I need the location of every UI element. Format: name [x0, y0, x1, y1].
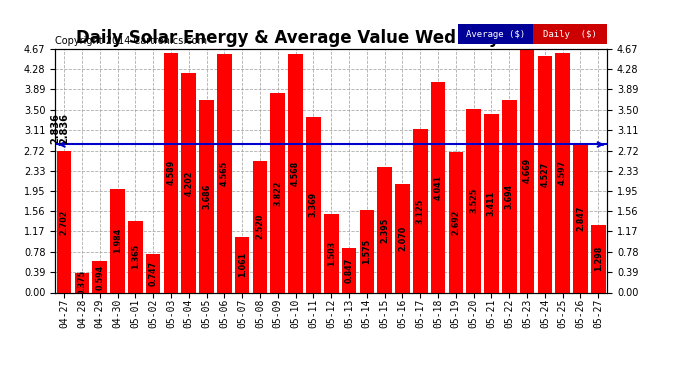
- Text: 1.503: 1.503: [326, 241, 336, 266]
- Bar: [253, 161, 267, 292]
- Bar: [502, 100, 517, 292]
- Text: 2.702: 2.702: [59, 209, 68, 235]
- Text: 3.369: 3.369: [309, 192, 318, 217]
- Text: 1.365: 1.365: [131, 244, 140, 270]
- Bar: [110, 189, 125, 292]
- Text: 0.747: 0.747: [148, 261, 157, 286]
- Text: 1.984: 1.984: [113, 228, 122, 254]
- Text: 2.692: 2.692: [451, 210, 460, 235]
- Bar: [484, 114, 499, 292]
- Text: 3.694: 3.694: [505, 183, 514, 209]
- Text: 2.070: 2.070: [398, 226, 407, 251]
- Bar: [591, 225, 606, 292]
- Text: 4.527: 4.527: [540, 162, 549, 187]
- Text: 3.822: 3.822: [273, 180, 282, 206]
- Bar: [306, 117, 321, 292]
- Bar: [342, 248, 356, 292]
- Bar: [164, 53, 178, 292]
- Text: 4.041: 4.041: [433, 174, 442, 200]
- Text: 2.847: 2.847: [576, 206, 585, 231]
- Bar: [288, 54, 303, 292]
- Bar: [555, 53, 570, 292]
- Bar: [466, 108, 481, 292]
- Title: Daily Solar Energy & Average Value Wed May 28 05:32: Daily Solar Energy & Average Value Wed M…: [76, 29, 586, 47]
- Text: 4.597: 4.597: [558, 160, 567, 185]
- Bar: [199, 100, 214, 292]
- Text: Copyright 2014 Cartronics.com: Copyright 2014 Cartronics.com: [55, 36, 207, 46]
- Text: 3.125: 3.125: [416, 198, 425, 223]
- Bar: [520, 49, 534, 292]
- Bar: [235, 237, 250, 292]
- Bar: [359, 210, 374, 292]
- Text: 4.565: 4.565: [220, 161, 229, 186]
- Bar: [324, 214, 339, 292]
- Text: 4.202: 4.202: [184, 170, 193, 195]
- Bar: [395, 184, 410, 292]
- Text: 0.375: 0.375: [77, 270, 86, 295]
- Bar: [458, 24, 533, 44]
- Text: 2.836: 2.836: [50, 114, 60, 144]
- Text: 3.411: 3.411: [487, 191, 496, 216]
- Bar: [92, 261, 107, 292]
- Bar: [431, 82, 445, 292]
- Text: 0.594: 0.594: [95, 264, 104, 290]
- Bar: [128, 221, 143, 292]
- Bar: [217, 54, 232, 292]
- Text: 2.395: 2.395: [380, 217, 389, 243]
- Bar: [533, 24, 607, 44]
- Text: 1.575: 1.575: [362, 239, 371, 264]
- Text: 3.686: 3.686: [202, 184, 211, 209]
- Text: 4.669: 4.669: [522, 158, 531, 183]
- Text: 4.568: 4.568: [291, 160, 300, 186]
- Text: 0.847: 0.847: [344, 258, 353, 283]
- Bar: [57, 152, 71, 292]
- Bar: [448, 152, 463, 292]
- Bar: [377, 168, 392, 292]
- Text: 1.298: 1.298: [594, 246, 603, 272]
- Bar: [270, 93, 285, 292]
- Text: 1.061: 1.061: [237, 252, 246, 278]
- Text: 2.520: 2.520: [255, 214, 264, 239]
- Text: Average ($): Average ($): [466, 30, 525, 39]
- Text: 4.589: 4.589: [166, 160, 175, 185]
- Bar: [573, 144, 588, 292]
- Text: 2.836: 2.836: [59, 114, 69, 144]
- Text: Daily  ($): Daily ($): [543, 30, 597, 39]
- Bar: [146, 254, 161, 292]
- Bar: [413, 129, 428, 292]
- Bar: [538, 56, 552, 292]
- Text: 3.525: 3.525: [469, 188, 478, 213]
- Bar: [181, 73, 196, 292]
- Bar: [75, 273, 89, 292]
